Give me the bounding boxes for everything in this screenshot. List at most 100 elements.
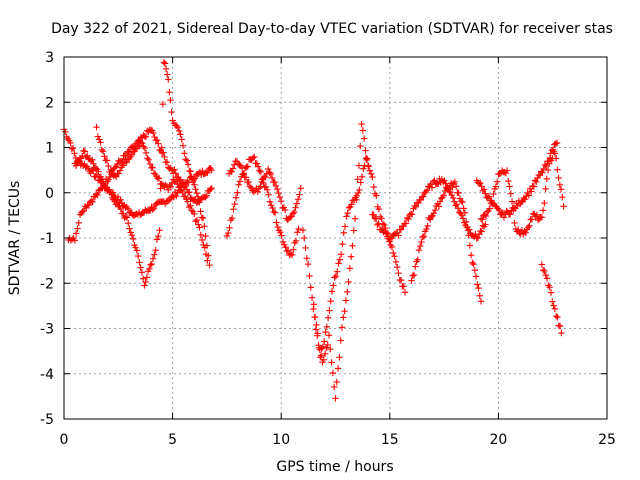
data-point xyxy=(148,260,156,268)
data-point xyxy=(524,224,532,231)
data-point xyxy=(482,190,489,197)
data-point xyxy=(93,123,100,131)
data-point xyxy=(262,173,269,181)
data-point xyxy=(89,198,96,206)
data-point xyxy=(448,191,456,199)
data-point xyxy=(167,183,175,190)
data-point xyxy=(518,198,525,206)
data-point xyxy=(324,341,331,349)
data-point xyxy=(467,252,475,259)
data-point xyxy=(158,144,165,151)
data-point xyxy=(301,234,308,242)
data-point xyxy=(95,136,103,143)
data-point xyxy=(547,289,555,296)
y-tick-label: 3 xyxy=(45,50,54,66)
data-point xyxy=(174,124,182,131)
data-point xyxy=(547,150,554,157)
data-point xyxy=(349,242,356,250)
data-point xyxy=(62,128,69,135)
data-point xyxy=(542,271,549,279)
data-point xyxy=(129,148,137,156)
data-point xyxy=(526,222,533,230)
data-point xyxy=(128,231,136,239)
data-point xyxy=(284,247,292,254)
data-point xyxy=(461,209,469,216)
data-point xyxy=(347,253,355,260)
data-point xyxy=(354,176,361,183)
data-point xyxy=(445,185,452,192)
data-point xyxy=(139,275,147,282)
data-point xyxy=(195,221,202,228)
data-point xyxy=(361,162,368,169)
data-point xyxy=(546,283,553,291)
data-point xyxy=(108,194,116,202)
data-point xyxy=(89,156,96,164)
data-point xyxy=(341,223,349,230)
data-point xyxy=(554,166,561,173)
data-point xyxy=(153,236,161,243)
data-point xyxy=(294,195,302,203)
data-point xyxy=(234,189,241,196)
tick-layer: 0 5 10 15 20 25 -5 -4 -3 -2 -1 0 1 2 3 xyxy=(40,50,616,448)
data-point xyxy=(381,227,389,235)
data-point xyxy=(184,161,192,168)
data-point xyxy=(197,231,205,239)
data-point xyxy=(191,210,198,218)
data-point xyxy=(328,288,336,295)
data-point xyxy=(380,221,388,229)
data-point xyxy=(336,256,344,263)
data-point xyxy=(500,214,508,221)
data-point xyxy=(67,139,74,147)
data-point xyxy=(191,181,198,188)
data-point xyxy=(71,150,78,157)
data-point xyxy=(371,215,379,222)
data-point xyxy=(274,223,281,231)
data-point xyxy=(326,307,333,314)
data-point xyxy=(477,179,484,187)
data-point xyxy=(303,255,311,262)
data-point xyxy=(440,192,447,199)
data-point xyxy=(474,281,481,288)
data-point xyxy=(72,230,80,237)
data-point xyxy=(328,359,335,366)
data-point xyxy=(357,179,364,186)
data-point xyxy=(179,142,187,149)
data-point xyxy=(453,201,461,208)
data-point xyxy=(330,383,338,391)
x-axis-label: GPS time / hours xyxy=(276,459,393,475)
data-point xyxy=(88,197,95,205)
data-point xyxy=(411,202,418,210)
data-point xyxy=(306,272,313,280)
series-prn-l xyxy=(477,139,561,238)
data-point xyxy=(176,177,183,184)
data-point xyxy=(196,199,203,206)
data-point xyxy=(521,196,529,203)
data-point xyxy=(232,194,240,201)
data-point xyxy=(187,168,194,175)
data-point xyxy=(276,193,284,201)
data-point xyxy=(167,96,174,104)
data-point xyxy=(181,193,189,200)
x-tick-label: 5 xyxy=(168,432,177,448)
data-point xyxy=(332,272,340,280)
data-point xyxy=(510,207,517,214)
data-point xyxy=(355,162,363,169)
data-point xyxy=(126,225,133,232)
data-point xyxy=(198,236,206,244)
data-point xyxy=(469,259,476,266)
data-point xyxy=(236,178,244,185)
data-point xyxy=(544,166,552,174)
data-point xyxy=(169,117,176,124)
data-point xyxy=(72,162,80,170)
data-point xyxy=(103,157,111,164)
data-point xyxy=(116,167,124,174)
data-point xyxy=(254,163,262,170)
data-point xyxy=(374,221,381,229)
data-point xyxy=(182,182,189,190)
data-point xyxy=(412,203,420,211)
data-point xyxy=(442,180,449,187)
data-point xyxy=(149,206,156,213)
data-point xyxy=(271,209,279,216)
data-point xyxy=(253,160,261,167)
